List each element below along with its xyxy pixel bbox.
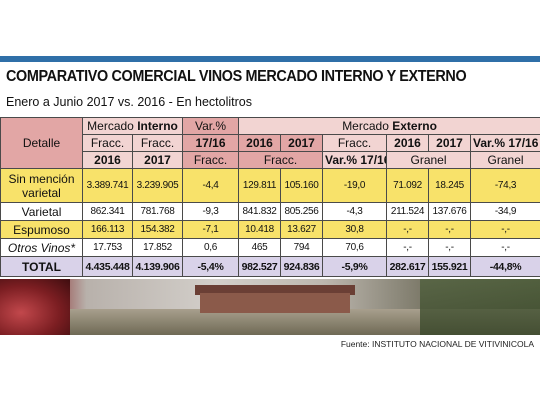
cell: -4,3: [322, 202, 388, 221]
header-ext-fracc-top: Fracc.: [322, 134, 388, 152]
header-fracc-2016-top: Fracc.: [82, 134, 133, 152]
cell: -,-: [386, 220, 430, 239]
total-cell: -5,4%: [182, 256, 240, 277]
total-cell: 924.836: [280, 256, 324, 277]
cell: -19,0: [322, 168, 388, 203]
header-int-2016: 2016: [82, 151, 133, 169]
total-cell: 4.435.448: [82, 256, 133, 277]
page-subtitle: Enero a Junio 2017 vs. 2016 - En hectoli…: [6, 95, 252, 109]
header-fracc-var: Fracc.: [182, 151, 240, 169]
cell: -4,4: [182, 168, 240, 203]
cell: 70,6: [322, 238, 388, 257]
cell: 465: [238, 238, 282, 257]
cell: 105.160: [280, 168, 324, 203]
table-row: Espumoso 166.113 154.382 -7,1 10.418 13.…: [0, 220, 540, 239]
cell: -9,3: [182, 202, 240, 221]
winery-roof-image: [195, 285, 355, 295]
header-mercado-externo: Mercado Externo: [238, 117, 540, 135]
table-row: Otros Vinos* 17.753 17.852 0,6 465 794 7…: [0, 238, 540, 257]
cell: -,-: [428, 220, 472, 239]
header-granel-2016: 2016: [386, 134, 430, 152]
cell: -,-: [470, 238, 540, 257]
winery-building-image: [200, 293, 350, 313]
table-row: Sin mención varietal 3.389.741 3.239.905 …: [0, 168, 540, 203]
top-accent-bar: [0, 56, 540, 62]
total-row: TOTAL 4.435.448 4.139.906 -5,4% 982.527 …: [0, 256, 540, 277]
cell: 841.832: [238, 202, 282, 221]
wine-glass-image: [0, 279, 70, 335]
header-int-2017: 2017: [131, 151, 184, 169]
cell: 17.852: [131, 238, 184, 257]
cell: 129.811: [238, 168, 282, 203]
cell: 3.239.905: [131, 168, 184, 203]
header-row-2: Fracc. Fracc. 17/16 2016 2017 Fracc. 201…: [1, 134, 540, 152]
cell: 71.092: [386, 168, 430, 203]
cell: 154.382: [131, 220, 184, 239]
header-detalle: Detalle: [0, 117, 83, 169]
cell: 3.389.741: [82, 168, 133, 203]
total-label: TOTAL: [0, 256, 83, 277]
header-row-3: 2016 2017 Fracc. Fracc. Var.% 17/16 Gran…: [1, 151, 540, 169]
cell: 137.676: [428, 202, 472, 221]
cell: 862.341: [82, 202, 133, 221]
header-granel: Granel: [386, 151, 472, 169]
cell: 10.418: [238, 220, 282, 239]
cell: 166.113: [82, 220, 133, 239]
header-var-granel: Granel: [470, 151, 540, 169]
header-ext-fracc: Fracc.: [238, 151, 324, 169]
cell: 18.245: [428, 168, 472, 203]
row-label: Sin mención varietal: [0, 168, 83, 203]
header-ext-var-1716: Var.% 17/16: [322, 151, 388, 169]
cell: 211.524: [386, 202, 430, 221]
cell: -74,3: [470, 168, 540, 203]
header-granel-2017: 2017: [428, 134, 472, 152]
cell: 17.753: [82, 238, 133, 257]
cell: 805.256: [280, 202, 324, 221]
row-label: Varietal: [0, 202, 83, 221]
table-row: Varietal 862.341 781.768 -9,3 841.832 80…: [0, 202, 540, 221]
header-var-1716: 17/16: [182, 134, 240, 152]
row-label: Otros Vinos*: [0, 238, 83, 257]
source-note: Fuente: INSTITUTO NACIONAL DE VITIVINICO…: [340, 339, 534, 349]
total-cell: -44,8%: [470, 256, 540, 277]
cell: -34,9: [470, 202, 540, 221]
header-fracc-2017-top: Fracc.: [131, 134, 184, 152]
total-cell: 982.527: [238, 256, 282, 277]
cell: 13.627: [280, 220, 324, 239]
header-mercado-interno: Mercado Interno: [81, 117, 184, 135]
cell: 0,6: [182, 238, 240, 257]
header-var-pct: Var.%: [182, 117, 240, 135]
cell: -7,1: [182, 220, 240, 239]
total-cell: 282.617: [386, 256, 430, 277]
cell: 781.768: [131, 202, 184, 221]
row-label: Espumoso: [0, 220, 83, 239]
total-cell: 155.921: [428, 256, 472, 277]
total-cell: 4.139.906: [131, 256, 184, 277]
header-var-granel-top: Var.% 17/16: [470, 134, 540, 152]
header-ext-2017: 2017: [280, 134, 324, 152]
vines-image: [420, 279, 540, 335]
vineyard-photo-strip: [0, 279, 540, 335]
cell: -,-: [428, 238, 472, 257]
header-ext-2016: 2016: [238, 134, 282, 152]
cell: 30,8: [322, 220, 388, 239]
total-cell: -5,9%: [322, 256, 388, 277]
cell: -,-: [470, 220, 540, 239]
page-title: COMPARATIVO COMERCIAL VINOS MERCADO INTE…: [6, 68, 467, 85]
comparison-table: Detalle Mercado Interno Var.% Mercado Ex…: [0, 117, 540, 277]
cell: -,-: [386, 238, 430, 257]
cell: 794: [280, 238, 324, 257]
header-row-1: Detalle Mercado Interno Var.% Mercado Ex…: [0, 117, 540, 169]
